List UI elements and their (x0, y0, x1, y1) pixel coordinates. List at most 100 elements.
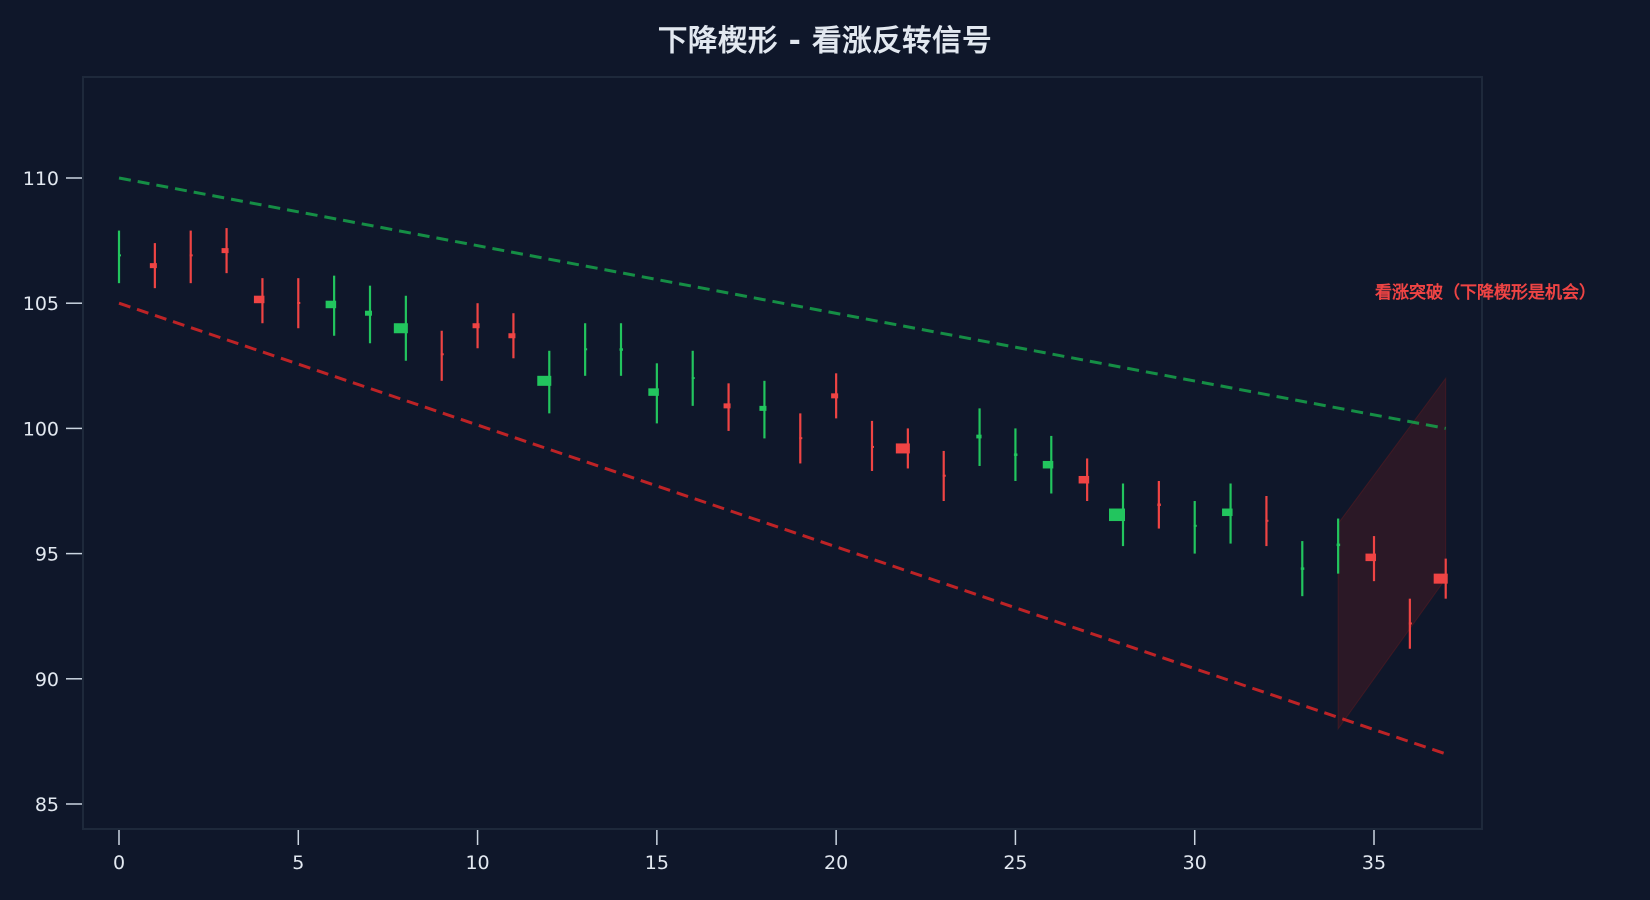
candle-body (942, 474, 946, 477)
candle (691, 350, 695, 406)
candle-body (1109, 508, 1125, 522)
candle (1433, 558, 1448, 599)
candle (1300, 541, 1305, 597)
candle (149, 243, 157, 289)
candle (942, 450, 946, 502)
breakout-zone (1337, 376, 1447, 731)
candle (976, 408, 982, 466)
candle-body (895, 443, 910, 454)
breakout-annotation: 看涨突破（下降楔形是机会） (1374, 282, 1596, 303)
candle-body (723, 403, 731, 409)
candle-body (537, 375, 552, 386)
candle-body (440, 353, 444, 356)
candle-body (118, 254, 121, 257)
candle-body (189, 254, 193, 257)
candle-body (1157, 503, 1161, 507)
candle (221, 228, 229, 274)
candle (870, 420, 874, 471)
x-tick-label: 20 (824, 852, 848, 874)
candle-body (253, 295, 265, 304)
candle-body (325, 300, 337, 309)
candle (325, 275, 337, 336)
y-axis: 85 90 95 100 105 110 (23, 168, 82, 816)
trendlines (118, 176, 1447, 756)
candle (393, 295, 408, 361)
candle (253, 278, 265, 324)
candle (584, 323, 588, 376)
plot-frame (82, 76, 1483, 830)
candle (1265, 496, 1269, 547)
y-tick-label: 90 (35, 669, 59, 691)
candle-body (1193, 524, 1197, 527)
candle (1222, 483, 1233, 544)
candle-body (1265, 519, 1269, 522)
candle-body (691, 377, 695, 380)
candle (440, 330, 444, 381)
x-tick-label: 0 (113, 852, 125, 874)
candle-body (1078, 475, 1090, 484)
y-tick-label: 95 (35, 544, 59, 566)
candle-body (1013, 453, 1018, 456)
candle-body (648, 388, 659, 396)
candle-body (759, 405, 767, 411)
candle (723, 383, 731, 431)
candle (1109, 483, 1125, 547)
candle-body (221, 248, 229, 254)
candle-body (1336, 543, 1341, 547)
x-tick-label: 35 (1362, 852, 1386, 874)
candle (472, 303, 480, 349)
candle-body (508, 333, 516, 339)
candle (759, 380, 767, 439)
candle (1365, 536, 1376, 582)
y-tick-label: 85 (35, 794, 59, 816)
candle (1193, 501, 1197, 554)
y-tick-label: 110 (23, 168, 59, 190)
candle-body (472, 323, 480, 329)
candle (117, 230, 121, 284)
candle-body (393, 323, 408, 334)
candle (648, 363, 659, 424)
candle (1078, 458, 1090, 502)
candle-body (1408, 622, 1412, 625)
y-tick-label: 100 (23, 418, 59, 440)
candle (1408, 598, 1412, 649)
candle-body (1300, 567, 1305, 570)
candle-body (297, 301, 301, 304)
candle (799, 413, 803, 464)
candle-body (584, 348, 588, 351)
y-tick-label: 105 (23, 293, 59, 315)
upper-trendline (118, 176, 1446, 430)
candle (537, 350, 552, 414)
candle-body (871, 445, 874, 448)
candle (189, 230, 193, 284)
breakout-zone-polygon (1337, 376, 1447, 731)
candle-body (799, 437, 803, 440)
candle (895, 428, 910, 469)
candle (364, 285, 372, 344)
candle-body (1433, 573, 1448, 584)
candle-body (831, 393, 839, 399)
chart-title: 下降楔形 - 看涨反转信号 (657, 23, 993, 58)
candlesticks (117, 228, 1448, 649)
candle-body (1365, 553, 1376, 562)
x-tick-label: 15 (645, 852, 669, 874)
candle-body (619, 348, 623, 351)
candle (297, 278, 301, 329)
candle-body (976, 434, 982, 439)
candle-body (364, 310, 372, 316)
lower-trendline (118, 301, 1447, 756)
candle (1042, 435, 1054, 494)
candle (1336, 518, 1341, 574)
x-tick-label: 25 (1003, 852, 1027, 874)
candle-body (1042, 460, 1054, 469)
candle-body (1222, 508, 1233, 517)
candle (619, 323, 623, 376)
x-tick-label: 30 (1183, 852, 1207, 874)
x-axis: 0 5 10 15 20 25 30 35 (113, 830, 1386, 874)
candle (1157, 480, 1161, 529)
annotations: 看涨突破（下降楔形是机会） (1374, 282, 1596, 303)
candle (1013, 428, 1018, 481)
candle-body (149, 263, 157, 269)
x-tick-label: 5 (292, 852, 304, 874)
